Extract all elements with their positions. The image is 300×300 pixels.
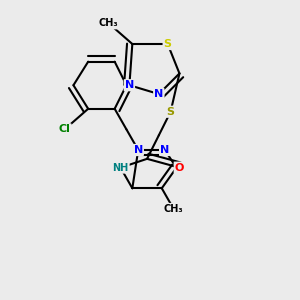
Text: O: O bbox=[175, 163, 184, 173]
Text: S: S bbox=[164, 39, 172, 49]
Text: N: N bbox=[125, 80, 134, 90]
Text: N: N bbox=[160, 145, 169, 155]
Text: CH₃: CH₃ bbox=[164, 204, 183, 214]
Text: N: N bbox=[134, 145, 143, 155]
Text: CH₃: CH₃ bbox=[99, 18, 118, 28]
Text: Cl: Cl bbox=[59, 124, 70, 134]
Text: S: S bbox=[167, 107, 175, 117]
Text: N: N bbox=[154, 89, 164, 99]
Text: NH: NH bbox=[112, 163, 129, 173]
